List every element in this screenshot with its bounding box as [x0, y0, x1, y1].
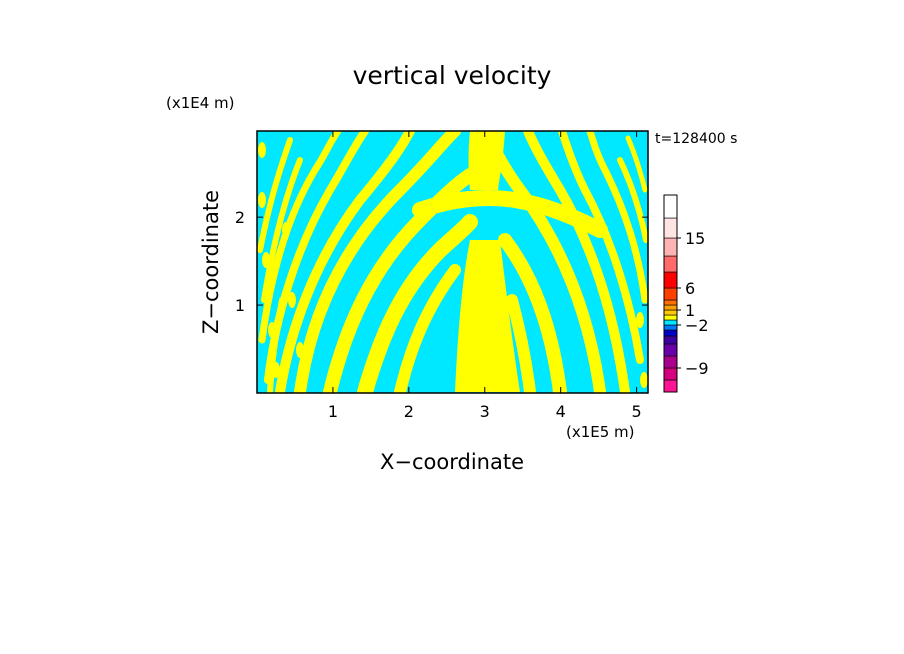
field-cell [296, 342, 304, 358]
colorbar-tick-label: −9 [685, 359, 709, 378]
field-cell [282, 222, 290, 238]
field-band [523, 131, 630, 393]
colorbar-swatch [663, 367, 678, 381]
colorbar-swatch [663, 319, 678, 326]
x-tick-label: 4 [556, 402, 566, 421]
colorbar-swatch [663, 237, 678, 257]
x-tick-label: 1 [328, 402, 338, 421]
colorbar-tick-label: 6 [685, 279, 695, 298]
time-label: t=128400 s [655, 131, 737, 147]
colorbar-swatch [663, 355, 678, 369]
field-band [617, 157, 648, 243]
field-band [357, 214, 478, 393]
field-band [586, 131, 648, 304]
y-axis-label: Z−coordinate [199, 190, 223, 334]
field-cell [268, 322, 276, 338]
colorbar-swatch [663, 271, 678, 289]
colorbar-frame [663, 194, 678, 393]
x-axis-ticks: 1 2 3 4 5 [328, 131, 642, 421]
colorbar-swatch [663, 335, 678, 345]
colorbar-swatch [663, 255, 678, 273]
field-band [257, 137, 293, 253]
field-cell [258, 192, 266, 208]
colorbar-swatch [663, 217, 678, 239]
field-bands [257, 131, 648, 393]
x-tick-label: 2 [404, 402, 414, 421]
x-tick-label: 3 [480, 402, 490, 421]
field-band [258, 131, 342, 344]
y-unit-label: (x1E4 m) [166, 94, 235, 112]
field-band [323, 168, 477, 393]
x-tick-label: 5 [632, 402, 642, 421]
colorbar-swatch [663, 324, 678, 331]
colorbar-swatch [663, 314, 678, 321]
colorbar-swatch [663, 379, 678, 393]
field-band [394, 264, 461, 393]
field-band [498, 233, 567, 393]
colorbar-swatch [663, 287, 678, 301]
y-tick-label: 2 [235, 208, 245, 227]
colorbar-swatch [663, 304, 678, 311]
field-cell [258, 142, 266, 158]
field-band [506, 294, 536, 393]
x-axis-label: X−coordinate [380, 450, 524, 474]
field-band [267, 297, 285, 393]
field-band [455, 240, 520, 392]
field-band [558, 131, 644, 364]
field-cell [262, 252, 270, 268]
colorbar: 15 6 1−2 −9 [663, 194, 709, 393]
chart-title: vertical velocity [353, 61, 552, 90]
field-band [479, 131, 606, 393]
colorbar-tick-label: 1 [685, 301, 695, 320]
colorbar-swatch [663, 329, 678, 337]
field-cell [636, 312, 644, 328]
y-axis-ticks: 12 [235, 208, 648, 315]
colorbar-swatch [663, 309, 678, 316]
field-band [294, 131, 461, 393]
y-tick-label: 1 [235, 296, 245, 315]
field-cell [272, 362, 280, 378]
x-unit-label: (x1E5 m) [566, 423, 635, 441]
colorbar-swatch [663, 299, 678, 306]
plot-area [257, 131, 648, 393]
field-band [275, 131, 415, 393]
colorbar-swatch [663, 194, 678, 219]
colorbar-tick-label: 15 [685, 229, 705, 248]
field-band [625, 135, 648, 193]
plot-frame [256, 130, 649, 394]
colorbar-tick-label: −2 [685, 316, 709, 335]
field-cell [288, 292, 296, 308]
field-cell [640, 372, 648, 388]
colorbar-swatch [663, 343, 678, 357]
field-band [261, 157, 303, 303]
